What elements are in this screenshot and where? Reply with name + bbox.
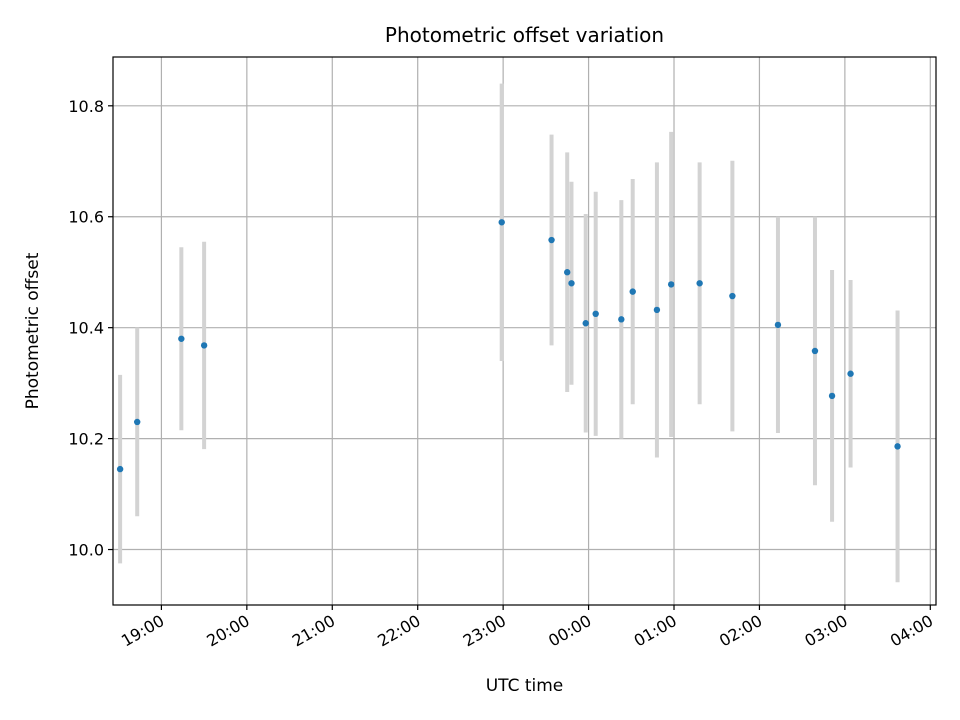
x-tick-label: 01:00 [631,611,680,651]
data-point [774,321,782,329]
data-point [568,280,575,287]
y-tick-label: 10.6 [68,208,104,227]
data-point [667,281,675,288]
data-point [729,292,736,300]
data-point [200,342,208,349]
data-point [564,269,571,276]
y-axis-label: Photometric offset [23,252,43,409]
data-point [696,280,703,287]
data-point [894,443,901,450]
data-points [116,219,901,473]
data-point [653,306,661,314]
x-tick-label: 19:00 [118,611,167,651]
error-bars [118,83,900,583]
x-tick-label: 00:00 [545,611,594,651]
x-tick-label: 22:00 [374,611,423,651]
data-point [592,310,599,318]
y-tick-label: 10.0 [68,541,104,560]
data-point [134,418,141,426]
chart-title: Photometric offset variation [385,23,664,47]
x-tick-label: 20:00 [203,611,252,651]
data-point [811,347,819,355]
data-point [548,236,555,244]
x-tick-label: 04:00 [887,611,936,651]
data-point [629,288,636,295]
x-tick-label: 23:00 [460,611,509,651]
y-tick-label: 10.8 [68,97,104,116]
x-tick-label: 21:00 [289,611,338,651]
x-axis-label: UTC time [486,676,564,696]
grid-lines [113,57,936,605]
data-point [116,465,124,473]
y-tick-label: 10.2 [68,430,104,449]
y-tick-label: 10.4 [68,319,104,338]
data-point [178,335,185,342]
data-point [498,219,505,226]
data-point [618,316,625,323]
plot-frame [112,56,937,606]
x-tick-label: 03:00 [801,611,850,651]
x-tick-label: 02:00 [716,611,765,651]
data-point [847,370,854,377]
data-point [582,320,589,327]
data-point [828,392,836,400]
